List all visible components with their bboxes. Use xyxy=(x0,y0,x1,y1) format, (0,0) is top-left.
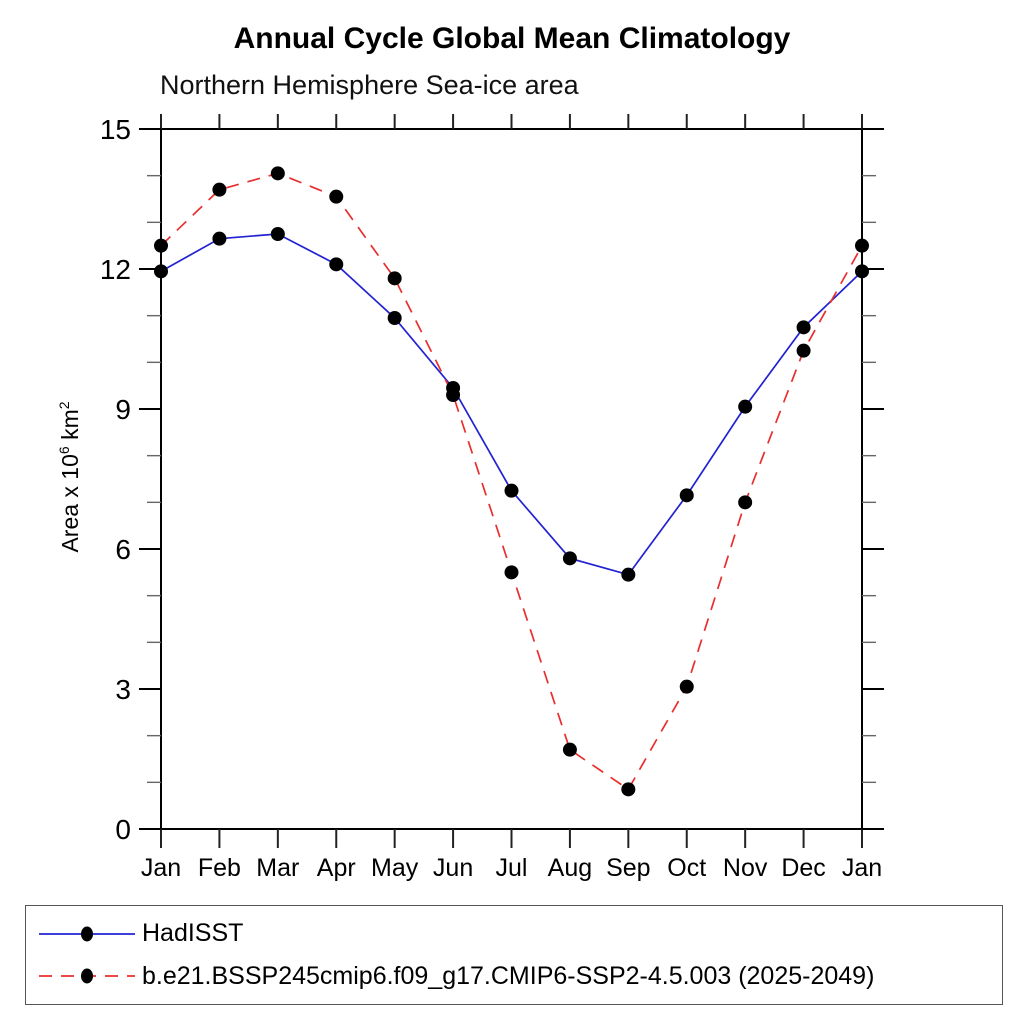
x-tick-label: May xyxy=(371,854,419,882)
x-tick-label: Jun xyxy=(433,854,473,882)
x-tick-label: Jul xyxy=(496,854,528,882)
chart-title: Annual Cycle Global Mean Climatology xyxy=(233,22,791,55)
model-data-point-marker xyxy=(738,495,753,510)
chart-subtitle: Northern Hemisphere Sea-ice area xyxy=(160,70,579,100)
x-tick-label: Mar xyxy=(256,854,299,882)
hadisst-line xyxy=(160,233,863,576)
hadisst-data-point-marker xyxy=(212,231,227,246)
hadisst-data-point-marker xyxy=(504,483,519,498)
legend-label-hadisst: HadISST xyxy=(142,919,244,948)
model-data-point-marker xyxy=(621,782,636,797)
x-tick-label: Sep xyxy=(606,854,650,882)
legend-marker-dot xyxy=(81,926,93,942)
model-data-point-marker xyxy=(796,343,811,358)
y-tick-label: 6 xyxy=(115,534,131,565)
hadisst-data-point-marker xyxy=(679,488,694,503)
x-tick-label: Jan xyxy=(842,854,882,882)
model-line xyxy=(160,172,863,791)
model-data-point-marker xyxy=(329,189,344,204)
axes-box xyxy=(160,128,863,830)
hadisst-data-point-marker xyxy=(738,399,753,414)
model-data-point-marker xyxy=(446,388,461,402)
legend-item-model: b.e21.BSSP245cmip6.f09_g17.CMIP6-SSP2-4.… xyxy=(36,962,1002,991)
x-tick-label: Dec xyxy=(781,854,825,882)
x-tick-label: Nov xyxy=(723,854,768,882)
model-data-point-marker xyxy=(855,238,869,253)
legend-label-model: b.e21.BSSP245cmip6.f09_g17.CMIP6-SSP2-4.… xyxy=(142,961,875,990)
hadisst-data-point-marker xyxy=(562,551,577,566)
y-tick-label: 3 xyxy=(115,674,131,705)
hadisst-data-point-marker xyxy=(796,320,811,335)
y-tick-label: 0 xyxy=(115,814,131,845)
x-tick-label: Aug xyxy=(548,854,592,882)
hadisst-data-point-marker xyxy=(329,257,344,272)
model-data-point-marker xyxy=(212,182,227,197)
model-data-point-marker xyxy=(270,166,285,181)
model-data-point-marker xyxy=(504,565,519,580)
hadisst-line-sample xyxy=(39,926,135,942)
legend: HadISST b.e21.BSSP245cmip6.f09_g17.CMIP6… xyxy=(25,905,1003,1005)
y-tick-label: 15 xyxy=(100,114,131,145)
y-tick-label: 9 xyxy=(115,394,131,425)
hadisst-data-point-marker xyxy=(270,227,285,241)
hadisst-data-point-marker xyxy=(621,567,636,582)
hadisst-data-point-marker xyxy=(154,264,168,279)
chart-canvas: Jan Feb Mar Apr May Jun Jul Aug Sep Oct Nov Dec Jan 0… xyxy=(100,114,884,882)
x-tick-label: Oct xyxy=(667,854,706,882)
hadisst-data-point-marker xyxy=(387,311,402,325)
model-data-point-marker xyxy=(154,238,168,253)
model-data-point-marker xyxy=(387,271,402,286)
model-data-point-marker xyxy=(679,679,694,694)
model-line-sample xyxy=(39,968,135,984)
x-tick-label: Jan xyxy=(141,854,181,882)
legend-marker-dot xyxy=(81,968,93,984)
y-tick-label: 12 xyxy=(100,254,131,285)
x-tick-label: Feb xyxy=(198,854,241,882)
legend-item-hadisst: HadISST xyxy=(36,919,1002,948)
hadisst-data-point-marker xyxy=(855,264,869,279)
model-data-point-marker xyxy=(562,742,577,757)
x-tick-label: Apr xyxy=(317,854,356,882)
